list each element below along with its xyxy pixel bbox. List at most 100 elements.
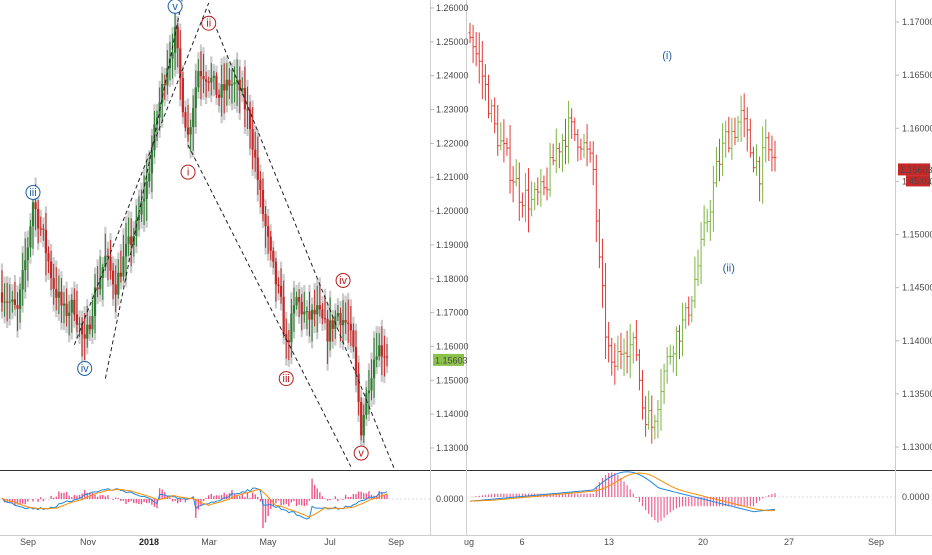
left-candle-body bbox=[194, 87, 197, 108]
left-candle-body bbox=[18, 289, 22, 309]
left-trendline bbox=[104, 0, 183, 379]
right-price-tick: 1.16000 bbox=[902, 123, 932, 133]
left-candle-body bbox=[137, 214, 141, 221]
right-time-tick: Sep bbox=[868, 537, 884, 547]
left-wave-circle bbox=[278, 371, 294, 387]
left-price-tick: 1.21000 bbox=[436, 172, 469, 182]
left-candle-body bbox=[210, 77, 213, 83]
left-candle-body bbox=[39, 228, 42, 230]
left-candle-body bbox=[261, 189, 265, 215]
left-macd-line bbox=[1, 487, 388, 520]
left-candle-body bbox=[37, 209, 40, 229]
left-candle-body bbox=[256, 157, 259, 181]
left-candle-body bbox=[362, 414, 365, 436]
left-candle-body bbox=[217, 94, 221, 98]
left-candle-body bbox=[75, 314, 79, 325]
left-candle-body bbox=[143, 198, 146, 202]
left-trendline bbox=[208, 9, 396, 471]
left-candle-body bbox=[68, 312, 71, 316]
left-candle-body bbox=[55, 288, 58, 298]
left-candle-body bbox=[96, 287, 99, 290]
left-candle-body bbox=[117, 272, 120, 295]
left-candle-body bbox=[205, 79, 208, 82]
left-wave-circle bbox=[180, 164, 196, 180]
right-macd-zero-label: 0.0000 bbox=[902, 492, 930, 502]
left-candle-body bbox=[318, 305, 321, 310]
right-last-price-tag bbox=[898, 163, 930, 176]
left-candle-body bbox=[0, 292, 4, 303]
left-price-tick: 1.20000 bbox=[436, 206, 469, 216]
left-macd-zero-label: 0.0000 bbox=[436, 494, 464, 504]
left-candle-body bbox=[298, 297, 301, 302]
left-candle-body bbox=[91, 315, 94, 330]
left-candle-body bbox=[181, 78, 184, 113]
right-time-tick: 27 bbox=[784, 537, 794, 547]
left-candle-body bbox=[26, 247, 29, 261]
left-wave-label: iii bbox=[29, 187, 36, 199]
left-candle-body bbox=[236, 79, 239, 83]
left-candle-body bbox=[8, 301, 11, 303]
left-candle-body bbox=[189, 127, 192, 135]
left-candle-body bbox=[73, 299, 76, 315]
left-wave-label: v bbox=[358, 448, 364, 460]
left-candle-body bbox=[65, 303, 68, 316]
left-candle-body bbox=[308, 311, 311, 320]
left-candle-body bbox=[99, 277, 102, 290]
left-candle-body bbox=[155, 117, 159, 125]
left-wave-label: ii bbox=[206, 18, 211, 30]
left-candle-body bbox=[287, 340, 290, 343]
right-last-price: 1.15603 bbox=[900, 165, 932, 175]
left-candle-body bbox=[86, 324, 89, 339]
left-wave-circle bbox=[25, 184, 41, 200]
left-time-tick: Nov bbox=[80, 537, 97, 547]
left-trendline bbox=[187, 144, 352, 467]
left-candle-body bbox=[354, 347, 358, 374]
left-wave-label: iii bbox=[283, 373, 290, 385]
right-time-tick: 13 bbox=[604, 537, 614, 547]
left-candle-body bbox=[228, 79, 231, 86]
left-candle-body bbox=[140, 201, 143, 215]
left-wave-label: v bbox=[172, 1, 178, 13]
left-candle-body bbox=[300, 301, 303, 315]
right-price-tick: 1.14000 bbox=[902, 336, 932, 346]
left-candle-body bbox=[347, 322, 350, 324]
left-candle-body bbox=[114, 284, 117, 295]
left-candle-body bbox=[277, 284, 280, 286]
left-candle-body bbox=[127, 236, 130, 244]
left-candle-body bbox=[336, 313, 340, 317]
left-candle-body bbox=[34, 202, 37, 210]
left-candle-body bbox=[42, 228, 45, 230]
left-candle-body bbox=[269, 236, 272, 251]
left-candle-body bbox=[202, 76, 205, 80]
left-candle-body bbox=[171, 52, 174, 59]
left-candle-body bbox=[3, 301, 6, 303]
left-wave-label: iv bbox=[81, 363, 89, 375]
right-time-tick: ug bbox=[464, 537, 474, 547]
left-candle-body bbox=[62, 303, 66, 306]
left-candle-body bbox=[184, 112, 187, 128]
left-candle-body bbox=[60, 291, 63, 306]
right-price-tick: 1.16500 bbox=[902, 70, 932, 80]
left-candle-body bbox=[316, 305, 319, 315]
left-candle-body bbox=[119, 272, 122, 277]
left-candle-body bbox=[352, 330, 355, 348]
left-price-tick: 1.25000 bbox=[436, 37, 469, 47]
left-candle-body bbox=[290, 313, 293, 343]
left-candle-body bbox=[329, 320, 332, 342]
left-candle-body bbox=[264, 214, 267, 227]
left-candle-body bbox=[161, 84, 164, 103]
left-candle-body bbox=[259, 180, 262, 190]
right-price-tick: 1.17000 bbox=[902, 17, 932, 27]
left-price-tick: 1.26000 bbox=[436, 3, 469, 13]
left-candle-body bbox=[349, 323, 352, 331]
right-price-tick: 1.13000 bbox=[902, 442, 932, 452]
left-candle-body bbox=[148, 173, 151, 182]
left-candle-body bbox=[380, 345, 383, 357]
left-candle-body bbox=[31, 202, 35, 227]
right-price-tick: 1.14500 bbox=[902, 283, 932, 293]
left-price-tick: 1.23000 bbox=[436, 105, 469, 115]
left-candle-body bbox=[24, 260, 27, 271]
left-candle-body bbox=[323, 318, 327, 320]
left-candle-body bbox=[150, 150, 153, 174]
